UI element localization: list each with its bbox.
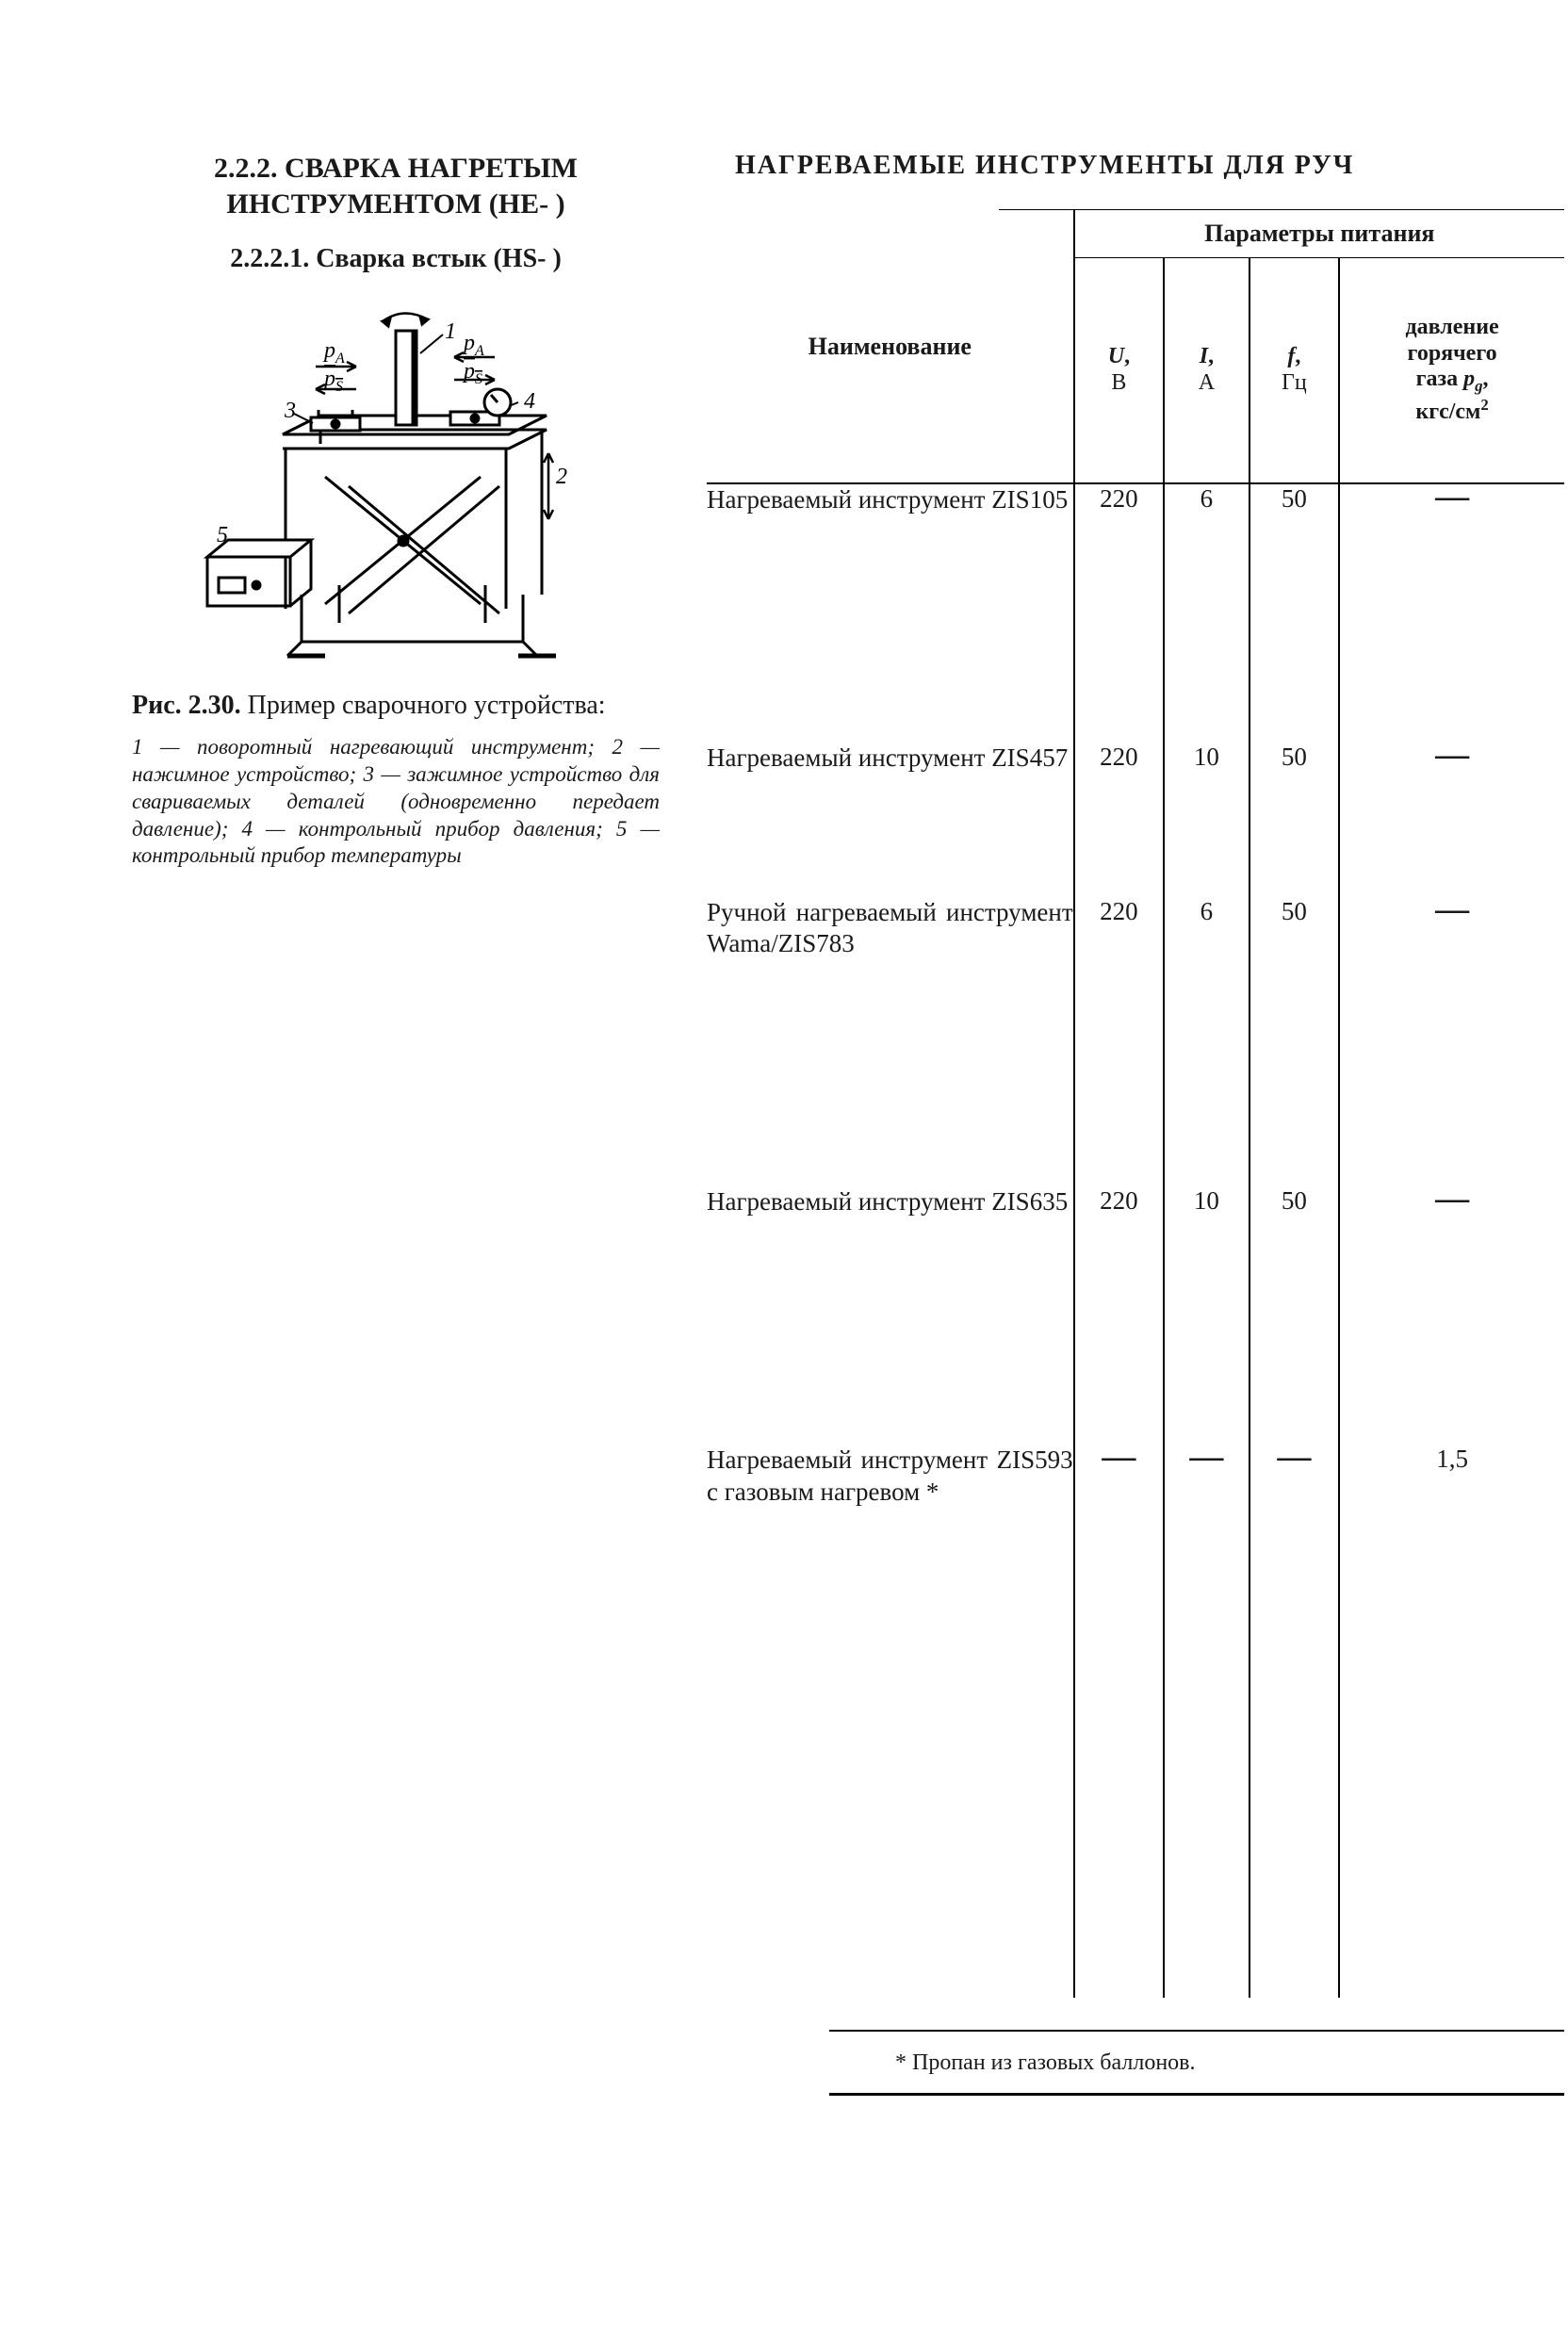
th-params: Параметры питания (1074, 210, 1564, 257)
svg-text:2: 2 (556, 465, 567, 489)
figure-legend: 1 — поворотный нагревающий инструмент; 2… (132, 734, 660, 870)
cell-I: 6 (1164, 484, 1249, 516)
th-f: f,Гц (1250, 257, 1340, 483)
table-row: Ручной нагреваемый инструмент Wama/ZIS78… (707, 897, 1564, 961)
svg-text:4: 4 (524, 389, 535, 414)
subsection-title: 2.2.2.1. Сварка встык (HS- ) (132, 244, 660, 274)
figure-number: Рис. 2.30. (132, 691, 241, 720)
th-name: Наименование (707, 210, 1074, 483)
table-title: НАГРЕВАЕМЫЕ ИНСТРУМЕНТЫ ДЛЯ РУЧ (707, 151, 1564, 181)
cell-U: 220 (1074, 743, 1165, 775)
svg-text:5: 5 (217, 523, 228, 547)
cell-f: 50 (1250, 484, 1340, 516)
cell-p: — (1339, 1186, 1564, 1218)
welding-device-icon: pA pS pA pS 1 2 3 4 5 (198, 312, 594, 670)
instruments-table: Наименование Параметры питания U,В I,А f… (707, 210, 1564, 1998)
svg-text:pA: pA (462, 331, 484, 359)
section-number: 2.2.2. (214, 153, 278, 184)
table-row: Нагреваемый инструмент ZIS635 220 10 50 … (707, 1186, 1564, 1218)
th-U: U,В (1074, 257, 1165, 483)
cell-p: 1,5 (1339, 1445, 1564, 1509)
figure-caption-text: Пример сварочного устройства: (248, 691, 606, 720)
subsection-number: 2.2.2.1. (230, 244, 309, 273)
svg-text:1: 1 (445, 319, 456, 344)
table-row: Нагреваемый инструмент ZIS593 с газовым … (707, 1445, 1564, 1509)
table-row: Нагреваемый инструмент ZIS105 220 6 50 — (707, 484, 1564, 516)
svg-text:pA: pA (322, 338, 345, 367)
footnote-rule-bottom (829, 2093, 1564, 2096)
cell-f: 50 (1250, 743, 1340, 775)
figure-diagram: pA pS pA pS 1 2 3 4 5 (198, 312, 594, 670)
subsection-title-text: Сварка встык (HS- ) (316, 244, 562, 273)
cell-I: 10 (1164, 743, 1249, 775)
cell-name: Нагреваемый инструмент ZIS457 (707, 743, 1074, 775)
cell-f: 50 (1250, 1186, 1340, 1218)
cell-name: Нагреваемый инструмент ZIS635 (707, 1186, 1074, 1218)
cell-I: 10 (1164, 1186, 1249, 1218)
svg-text:3: 3 (284, 399, 296, 423)
section-title: 2.2.2. СВАРКА НАГРЕТЫМ ИНСТРУМЕНТОМ (НЕ-… (132, 151, 660, 221)
cell-f: 50 (1250, 897, 1340, 961)
cell-U: 220 (1074, 897, 1165, 961)
cell-I: 6 (1164, 897, 1249, 961)
cell-f: — (1250, 1445, 1340, 1509)
footnote-rule (829, 2030, 1564, 2032)
section-title-line2: ИНСТРУМЕНТОМ (НЕ- ) (226, 188, 564, 220)
cell-name: Ручной нагреваемый инструмент Wama/ZIS78… (707, 897, 1074, 961)
cell-p: — (1339, 743, 1564, 775)
cell-U: 220 (1074, 1186, 1165, 1218)
cell-I: — (1164, 1445, 1249, 1509)
cell-U: — (1074, 1445, 1165, 1509)
svg-text:pS: pS (462, 359, 482, 387)
cell-name: Нагреваемый инструмент ZIS593 с газовым … (707, 1445, 1074, 1509)
figure-caption: Рис. 2.30. Пример сварочного устройства: (132, 689, 660, 723)
th-I: I,А (1164, 257, 1249, 483)
cell-p: — (1339, 484, 1564, 516)
th-p: давление горячего газа pg, кгс/см2 (1339, 257, 1564, 483)
figure-legend-text: 1 — поворотный нагревающий инструмент; 2… (132, 735, 660, 867)
cell-name: Нагреваемый инструмент ZIS105 (707, 484, 1074, 516)
cell-p: — (1339, 897, 1564, 961)
section-title-line1: СВАРКА НАГРЕТЫМ (285, 153, 578, 184)
footnote: * Пропан из газовых баллонов. (707, 2050, 1564, 2076)
svg-text:pS: pS (322, 367, 343, 395)
table-row: Нагреваемый инструмент ZIS457 220 10 50 … (707, 743, 1564, 775)
cell-U: 220 (1074, 484, 1165, 516)
